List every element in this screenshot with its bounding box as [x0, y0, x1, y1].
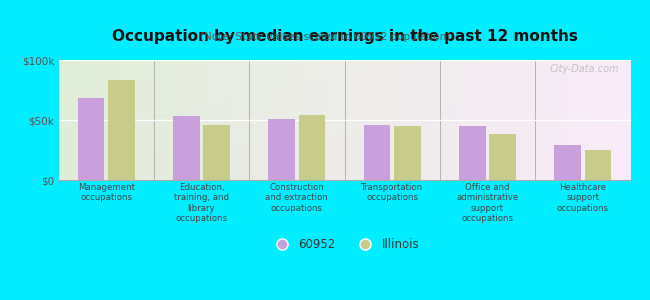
Bar — [459, 126, 486, 180]
Bar — [394, 126, 421, 180]
Bar — [77, 98, 104, 180]
Bar — [489, 134, 516, 180]
Title: Occupation by median earnings in the past 12 months: Occupation by median earnings in the pas… — [112, 28, 577, 44]
Bar — [363, 125, 390, 180]
Text: City-Data.com: City-Data.com — [549, 64, 619, 74]
Bar — [554, 145, 581, 180]
Bar — [203, 125, 230, 180]
Text: (Note: State values scaled to 60952 population): (Note: State values scaled to 60952 popu… — [200, 32, 450, 41]
Bar — [585, 150, 612, 180]
Bar — [268, 119, 295, 180]
Bar — [299, 115, 326, 180]
Bar — [108, 80, 135, 180]
Legend: 60952, Illinois: 60952, Illinois — [265, 233, 424, 256]
Bar — [173, 116, 200, 180]
